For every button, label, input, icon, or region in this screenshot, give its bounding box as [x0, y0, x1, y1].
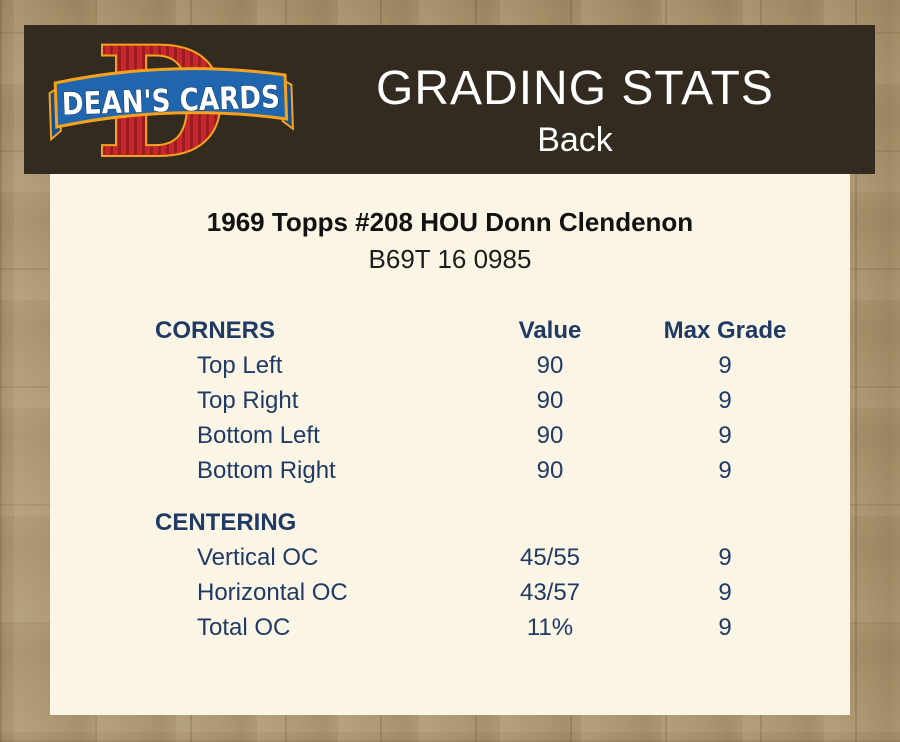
row-value: 45/55: [519, 544, 581, 571]
deans-cards-logo-image: D DEAN'S CARDS: [48, 13, 295, 193]
table-row: Top Right 90 9: [155, 383, 850, 418]
table-row: Horizontal OC 43/57 9: [155, 575, 850, 610]
row-max-grade: 9: [718, 544, 732, 571]
row-max-grade: 9: [718, 387, 732, 414]
section-header-corners: CORNERS: [155, 317, 276, 344]
section-header-row: CENTERING: [155, 505, 850, 540]
row-max-grade: 9: [718, 579, 732, 606]
row-value: 90: [536, 387, 564, 414]
table-row: Bottom Left 90 9: [155, 418, 850, 453]
table-row: Top Left 90 9: [155, 348, 850, 383]
card-side-label: Back: [537, 121, 613, 159]
row-label: Top Right: [197, 387, 299, 414]
table-row: Vertical OC 45/55 9: [155, 540, 850, 575]
row-value: 90: [536, 352, 564, 379]
row-max-grade: 9: [718, 457, 732, 484]
row-label: Top Left: [197, 352, 283, 379]
table-header-row: CORNERS Value Max Grade: [155, 313, 850, 348]
column-header-max-grade: Max Grade: [663, 317, 787, 344]
row-label: Total OC: [197, 614, 291, 641]
column-header-value: Value: [518, 317, 582, 344]
logo-brand-text: DEAN'S CARDS: [61, 79, 280, 123]
page-title: GRADING STATS: [376, 62, 774, 115]
row-label: Vertical OC: [197, 544, 319, 571]
grading-stats-panel: 1969 Topps #208 HOU Donn Clendenon B69T …: [50, 174, 850, 715]
table-row: Bottom Right 90 9: [155, 453, 850, 488]
card-title: 1969 Topps #208 HOU Donn Clendenon: [206, 207, 694, 237]
row-value: 90: [536, 457, 564, 484]
logo-ribbon: DEAN'S CARDS: [48, 67, 295, 142]
row-max-grade: 9: [718, 614, 732, 641]
row-max-grade: 9: [718, 352, 732, 379]
header-bar: D DEAN'S CARDS GRADING STATS Back: [24, 13, 875, 193]
row-value: 43/57: [519, 579, 581, 606]
header-titles: GRADING STATS Back: [375, 61, 775, 160]
row-label: Horizontal OC: [197, 579, 348, 606]
row-label: Bottom Left: [197, 422, 320, 449]
row-value: 11%: [526, 614, 574, 641]
deans-cards-logo[interactable]: D DEAN'S CARDS: [46, 13, 296, 193]
section-header-centering: CENTERING: [155, 509, 297, 536]
row-max-grade: 9: [718, 422, 732, 449]
table-row: Total OC 11% 9: [155, 610, 850, 645]
card-serial-number: B69T 16 0985: [368, 244, 532, 274]
grading-table: CORNERS Value Max Grade Top Left 90 9 To…: [50, 313, 850, 645]
row-value: 90: [536, 422, 564, 449]
row-label: Bottom Right: [197, 457, 336, 484]
